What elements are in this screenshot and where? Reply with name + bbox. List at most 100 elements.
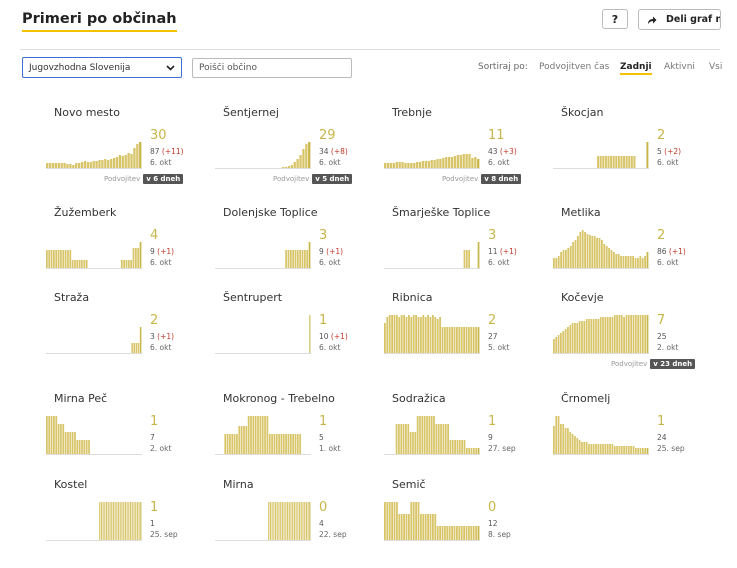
municipality-card[interactable]: Semič 0 12 8. sep: [384, 478, 552, 563]
sparkline-bar: [278, 434, 280, 454]
sparkline-bar: [461, 440, 464, 454]
sparkline-bar: [283, 502, 285, 540]
municipality-card[interactable]: Sodražica 1 9 27. sep: [384, 392, 552, 477]
sparkline-bar: [424, 317, 427, 353]
sparkline-bar: [562, 331, 565, 353]
municipality-name: Metlika: [561, 206, 601, 219]
total-cases-value: 43: [488, 147, 498, 156]
sparkline-bar: [304, 502, 306, 540]
sparkline-bar: [599, 317, 602, 353]
share-button-label: Deli graf na: [666, 14, 720, 25]
municipality-card[interactable]: Ribnica 2 27 5. okt: [384, 291, 552, 376]
sparkline-bar: [633, 156, 636, 168]
latest-cases: 2: [657, 228, 666, 243]
sparkline-bar: [121, 502, 123, 540]
sparkline-bar: [252, 416, 255, 454]
municipality-card[interactable]: Šmarješke Toplice 3 11 (+1) 6. okt: [384, 206, 552, 291]
sparkline-bar: [405, 514, 408, 540]
sparkline-bar: [468, 250, 471, 268]
municipality-card[interactable]: Trebnje 11 43 (+3) 6. okt Podvojitev v 8 dneh: [384, 106, 552, 191]
sparkline-bar: [567, 428, 569, 454]
sparkline-bar: [447, 424, 449, 454]
sparkline-bar: [458, 526, 461, 540]
sparkline-bar: [296, 159, 299, 168]
sort-option-all[interactable]: Vsi: [709, 62, 723, 72]
cases-sparkline: [215, 502, 311, 541]
total-cases-value: 5: [319, 433, 324, 442]
latest-cases: 1: [150, 414, 159, 429]
sparkline-bar: [64, 250, 67, 268]
sparkline-bar: [240, 426, 243, 454]
sort-option-active[interactable]: Aktivni: [664, 62, 695, 72]
sparkline-bar: [598, 238, 601, 268]
sparkline-bar: [229, 434, 231, 454]
municipality-card[interactable]: Mirna 0 4 22. sep: [215, 478, 383, 563]
sparkline-bar: [102, 502, 104, 540]
sparkline-bar: [405, 424, 407, 454]
sparkline-bar: [57, 250, 60, 268]
municipality-card[interactable]: Kostel 1 1 25. sep: [46, 478, 214, 563]
sparkline-bar: [60, 250, 62, 268]
municipality-card[interactable]: Šentrupert 1 10 (+1) 6. okt: [215, 291, 383, 376]
doubling-badge: v 23 dneh: [650, 359, 696, 369]
municipality-card[interactable]: Dolenjske Toplice 3 9 (+1) 6. okt: [215, 206, 383, 291]
sparkline-bar: [109, 502, 111, 540]
sparkline-bar: [574, 436, 576, 454]
sparkline-bar: [133, 343, 135, 353]
sparkline-bar: [646, 252, 649, 268]
sparkline-bar: [475, 327, 477, 353]
municipality-card[interactable]: Kočevje 7 25 2. okt Podvojitev v 23 dneh: [553, 291, 721, 376]
municipality-search-input[interactable]: [192, 58, 352, 78]
cases-sparkline: [553, 230, 649, 269]
sparkline-bar: [139, 142, 142, 168]
sparkline-bar: [553, 258, 555, 268]
share-button[interactable]: Deli graf na: [638, 9, 721, 30]
municipality-card[interactable]: Straža 2 3 (+1) 6. okt: [46, 291, 214, 376]
cases-delta: (+1): [154, 332, 175, 341]
municipality-card[interactable]: Žužemberk 4 9 (+1) 6. okt: [46, 206, 214, 291]
cases-sparkline: [46, 242, 142, 269]
municipality-card[interactable]: Metlika 2 86 (+1) 6. okt: [553, 206, 721, 291]
sparkline-bar: [74, 432, 76, 454]
sparkline-bar: [475, 448, 478, 454]
municipality-card[interactable]: Črnomelj 1 24 25. sep: [553, 392, 721, 477]
sparkline-bar: [592, 444, 595, 454]
sparkline-bar: [137, 343, 140, 353]
sparkline-bar: [384, 323, 386, 353]
doubling-label: Podvojitev: [611, 360, 648, 368]
sparkline-bar: [589, 235, 591, 268]
sparkline-bar: [583, 442, 586, 454]
sparkline-bar: [435, 424, 438, 454]
sparkline-bar: [119, 502, 121, 540]
help-button[interactable]: ?: [602, 9, 628, 29]
doubling-badge: v 8 dneh: [481, 174, 522, 184]
sparkline-bar: [276, 502, 278, 540]
sparkline-bar: [285, 250, 287, 268]
sparkline-bar: [602, 156, 605, 168]
municipality-card[interactable]: Mokronog - Trebelno 1 5 1. okt: [215, 392, 383, 477]
sparkline-bar: [273, 434, 276, 454]
sparkline-bar: [463, 440, 466, 454]
sparkline-bar: [436, 526, 439, 540]
region-select[interactable]: Jugovzhodna Slovenija: [22, 57, 182, 78]
latest-date: 6. okt: [150, 258, 172, 267]
sparkline-bar: [130, 260, 133, 268]
sparkline-bar: [612, 156, 615, 168]
latest-date: 6. okt: [319, 258, 341, 267]
sparkline-bar: [287, 502, 289, 540]
sort-option-doubling[interactable]: Podvojitven čas: [539, 62, 610, 72]
municipality-card[interactable]: Mirna Peč 1 7 2. okt: [46, 392, 214, 477]
municipality-card[interactable]: Škocjan 2 5 (+2) 6. okt: [553, 106, 721, 191]
sparkline-bar: [50, 250, 53, 268]
cases-sparkline: [384, 154, 480, 169]
sparkline-bar: [280, 434, 283, 454]
sparkline-bar: [557, 335, 560, 353]
doubling-label: Podvojitev: [104, 175, 141, 183]
municipality-card[interactable]: Šentjernej 29 34 (+8) 6. okt Podvojitev v 5 d…: [215, 106, 383, 191]
sparkline-bar: [601, 240, 603, 268]
sort-option-latest[interactable]: Zadnji: [620, 62, 652, 75]
municipality-card[interactable]: Novo mesto 30 87 (+11) 6. okt Podvojitev v 6 …: [46, 106, 214, 191]
sparkline-bar: [403, 315, 405, 353]
cases-delta: (+3): [497, 147, 517, 156]
sparkline-bar: [625, 315, 628, 353]
